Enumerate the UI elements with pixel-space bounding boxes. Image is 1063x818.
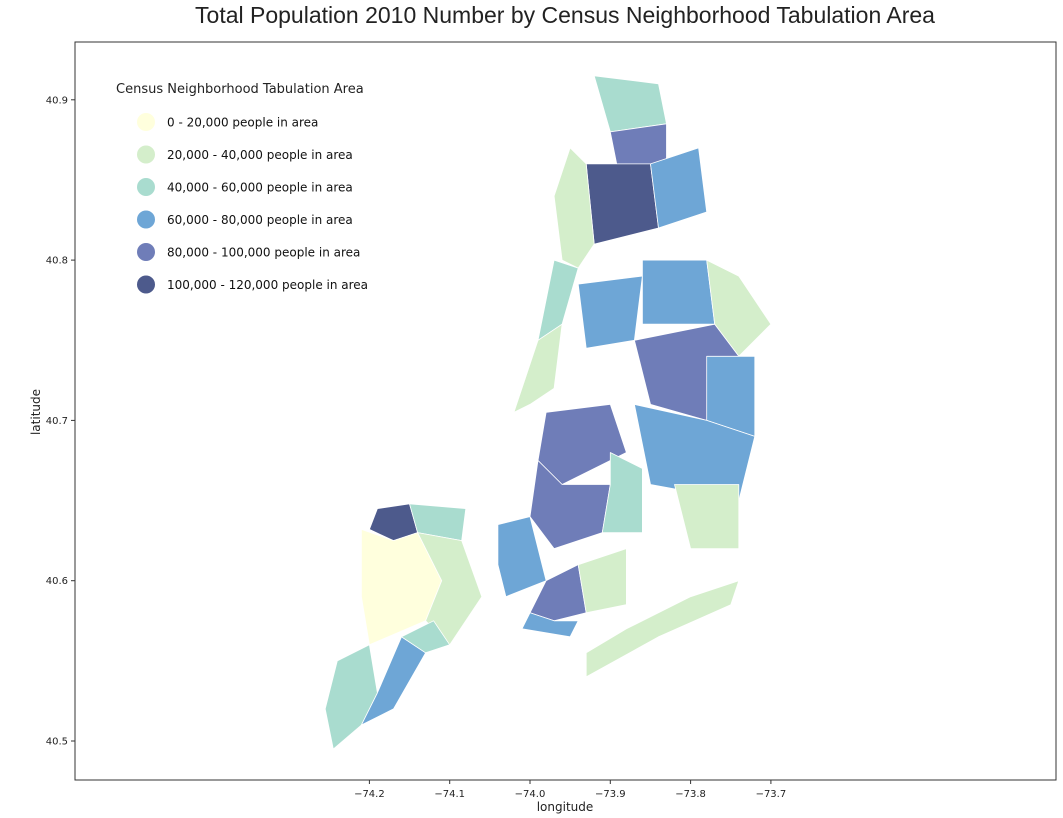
y-tick-label: 40.6 [46, 576, 68, 587]
plot-frame [74, 41, 1057, 781]
x-tick-label: −74.0 [515, 789, 546, 800]
x-axis-label: longitude [537, 800, 594, 814]
y-tick-label: 40.8 [46, 256, 68, 267]
region-bronx-south [585, 163, 659, 245]
map-regions [324, 75, 772, 750]
region-staten-island-south [360, 636, 427, 726]
legend-label: 100,000 - 120,000 people in area [167, 278, 368, 292]
region-staten-island-southeast [401, 620, 451, 654]
region-queens-south [634, 403, 756, 502]
x-tick-label: −73.9 [595, 789, 626, 800]
x-tick-label: −73.7 [756, 789, 787, 800]
x-tick-label: −74.1 [434, 789, 465, 800]
region-manhattan-lower [513, 323, 563, 413]
region-brooklyn-north [537, 403, 627, 485]
legend-swatch [137, 275, 155, 294]
region-staten-island-southwest [324, 644, 378, 750]
region-rockaway [585, 580, 740, 678]
legend-label: 80,000 - 100,000 people in area [167, 246, 360, 260]
region-queens-north [642, 259, 716, 325]
legend-swatch [137, 113, 155, 131]
y-axis-ticks: 40.5 40.6 40.7 40.8 40.9 [46, 95, 75, 748]
legend-swatch [137, 243, 155, 261]
y-axis-label: latitude [29, 389, 43, 435]
region-brooklyn-coney-island [521, 612, 579, 638]
x-tick-label: −73.8 [675, 789, 706, 800]
legend-label: 60,000 - 80,000 people in area [167, 213, 353, 227]
x-axis-ticks: −74.2 −74.1 −74.0 −73.9 −73.8 −73.7 [354, 780, 786, 800]
y-tick-label: 40.7 [46, 416, 68, 427]
legend-title: Census Neighborhood Tabulation Area [116, 82, 364, 97]
region-bronx-north [593, 75, 667, 133]
legend: Census Neighborhood Tabulation Area 0 - … [116, 82, 368, 294]
region-brooklyn-southeast [577, 548, 627, 614]
region-brooklyn-south [529, 564, 587, 622]
y-tick-label: 40.5 [46, 737, 68, 748]
region-brooklyn-southwest [497, 516, 547, 598]
region-bronx-east [650, 147, 708, 229]
legend-swatch [137, 178, 155, 196]
region-queens-northwest [577, 275, 643, 349]
x-tick-label: −74.2 [354, 789, 385, 800]
legend-label: 0 - 20,000 people in area [167, 116, 318, 130]
legend-label: 20,000 - 40,000 people in area [167, 148, 353, 162]
region-queens-southeast [674, 484, 740, 549]
y-tick-label: 40.9 [46, 95, 68, 106]
legend-label: 40,000 - 60,000 people in area [167, 181, 353, 195]
legend-swatch [137, 145, 155, 164]
region-brooklyn-east [601, 452, 643, 533]
region-queens-northeast [706, 259, 772, 357]
legend-swatch [137, 210, 155, 229]
chart-title: Total Population 2010 Number by Census N… [195, 2, 935, 28]
